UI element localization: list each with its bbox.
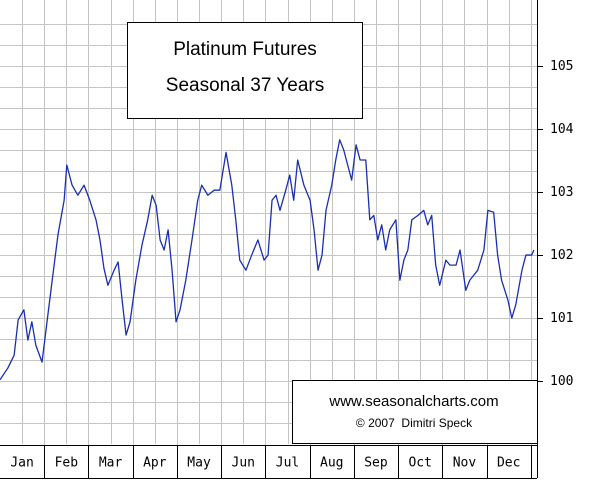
x-tick-label: Feb [55,456,79,471]
x-tick-label: Aug [320,456,343,471]
credit-url: www.seasonalcharts.com [328,393,498,410]
x-tick-label: Jun [232,456,255,471]
x-tick-label: Jul [276,456,299,471]
credit-box [292,380,538,444]
plot [0,139,535,381]
y-tick-label: 105 [550,59,573,74]
x-tick-label: Dec [497,456,520,471]
chart-title: Platinum Futures [173,39,317,60]
title-box [127,22,363,119]
x-tick-label: Sep [364,456,388,471]
y-tick-label: 103 [550,185,573,200]
series-line [0,139,535,381]
y-tick-label: 101 [550,311,573,326]
x-tick-label: Mar [99,456,123,471]
y-tick-label: 100 [550,374,573,389]
x-tick-label: May [187,456,211,471]
credit-author: © 2007 Dimitri Speck [356,416,473,430]
x-tick-label: Apr [143,456,167,471]
y-tick-label: 104 [550,122,574,137]
x-tick-label: Jan [10,456,33,471]
x-tick-label: Nov [453,456,477,471]
y-tick-label: 102 [550,248,573,263]
chart-subtitle: Seasonal 37 Years [166,75,324,96]
axis-labels: 100 101 102 103 104 105 Jan Feb Mar Apr May Jun Jul A… [10,59,574,478]
x-tick-label: Oct [408,456,431,471]
